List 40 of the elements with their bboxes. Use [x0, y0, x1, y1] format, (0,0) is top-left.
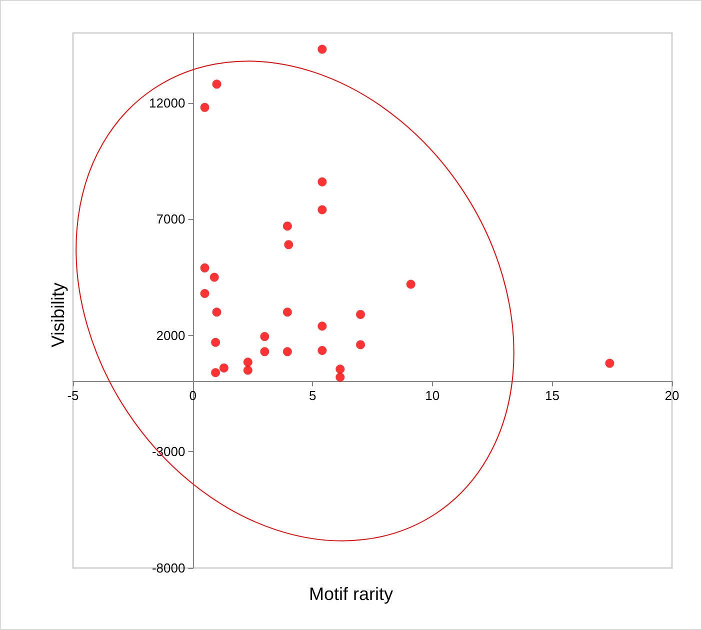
point: [243, 358, 252, 367]
x-tick-label: 0: [189, 388, 196, 404]
point: [356, 310, 366, 319]
y-tick-label: -8000: [152, 560, 186, 576]
point: [318, 177, 327, 186]
point: [212, 80, 222, 89]
x-tick-label: 10: [425, 388, 440, 404]
point: [318, 205, 327, 214]
point: [282, 347, 292, 356]
y-tick-label: 2000: [156, 328, 186, 343]
point: [200, 102, 210, 112]
point: [336, 372, 345, 382]
x-tick-label: 20: [664, 388, 680, 404]
point: [356, 340, 366, 350]
y-axis-title: Visibility: [48, 282, 68, 348]
point: [282, 308, 292, 317]
point: [336, 364, 345, 374]
point: [211, 338, 220, 347]
x-tick-label: 5: [308, 388, 316, 404]
point: [318, 322, 327, 331]
point: [212, 308, 222, 317]
point: [200, 263, 210, 272]
y-tick-label: 12000: [149, 95, 186, 110]
y-tick-label: 7000: [156, 212, 186, 227]
point: [318, 346, 327, 356]
point: [200, 289, 210, 298]
point: [406, 280, 416, 289]
point: [210, 272, 219, 282]
point: [243, 366, 252, 375]
x-tick-label: -5: [67, 388, 79, 404]
point: [260, 332, 270, 342]
point: [219, 363, 228, 372]
point: [211, 368, 220, 378]
point: [282, 222, 292, 231]
x-tick-label: 15: [544, 388, 560, 404]
point: [284, 240, 294, 250]
point: [605, 358, 614, 368]
point: [260, 347, 270, 356]
point: [318, 44, 327, 54]
x-axis-title: Motif rarity: [308, 584, 394, 604]
